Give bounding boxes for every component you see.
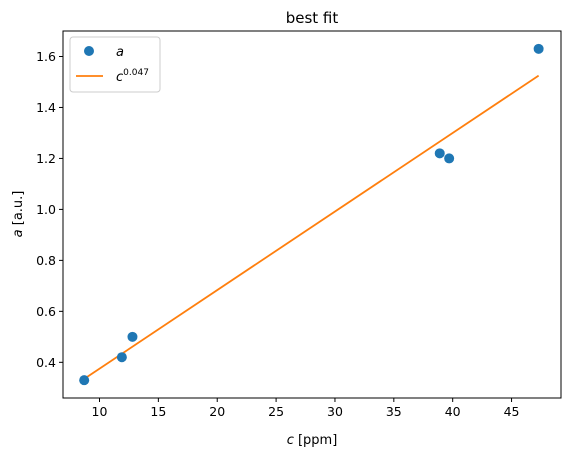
legend-box	[69, 36, 161, 93]
x-tick-label: 20	[209, 404, 225, 419]
y-axis: 0.4 0.6 0.8 1.0 1.2 1.4 1.6	[36, 49, 63, 370]
legend: a c0.047	[69, 36, 161, 93]
x-tick-label: 15	[150, 404, 166, 419]
x-axis-title: c [ppm]	[287, 433, 338, 448]
x-tick-label: 35	[386, 404, 402, 419]
chart-title: best fit	[286, 9, 339, 27]
y-tick-label: 0.4	[36, 355, 56, 370]
data-point	[533, 43, 544, 54]
fit-line	[83, 74, 540, 380]
y-tick-label: 1.4	[36, 100, 56, 115]
data-point	[79, 375, 90, 386]
y-tick-label: 1.2	[36, 151, 56, 166]
legend-label-a: a	[116, 45, 124, 60]
y-tick-label: 0.6	[36, 304, 56, 319]
x-tick-label: 40	[445, 404, 461, 419]
y-tick-label: 0.8	[36, 253, 56, 268]
x-axis: 10 15 20 25 30 35 40 45	[92, 398, 520, 419]
legend-label-fit: c0.047	[116, 68, 149, 85]
data-point	[127, 331, 138, 342]
x-tick-label: 25	[268, 404, 284, 419]
x-tick-label: 10	[92, 404, 108, 419]
data-point	[444, 153, 455, 164]
x-tick-label: 45	[504, 404, 520, 419]
data-point	[434, 148, 445, 159]
legend-marker-a	[84, 46, 94, 56]
y-tick-label: 1.6	[36, 49, 56, 64]
y-tick-label: 1.0	[36, 202, 56, 217]
points-layer	[79, 43, 544, 386]
fit-line-layer	[83, 74, 540, 380]
y-axis-title: a [a.u.]	[11, 191, 26, 238]
x-tick-label: 30	[327, 404, 343, 419]
data-point	[116, 352, 127, 363]
